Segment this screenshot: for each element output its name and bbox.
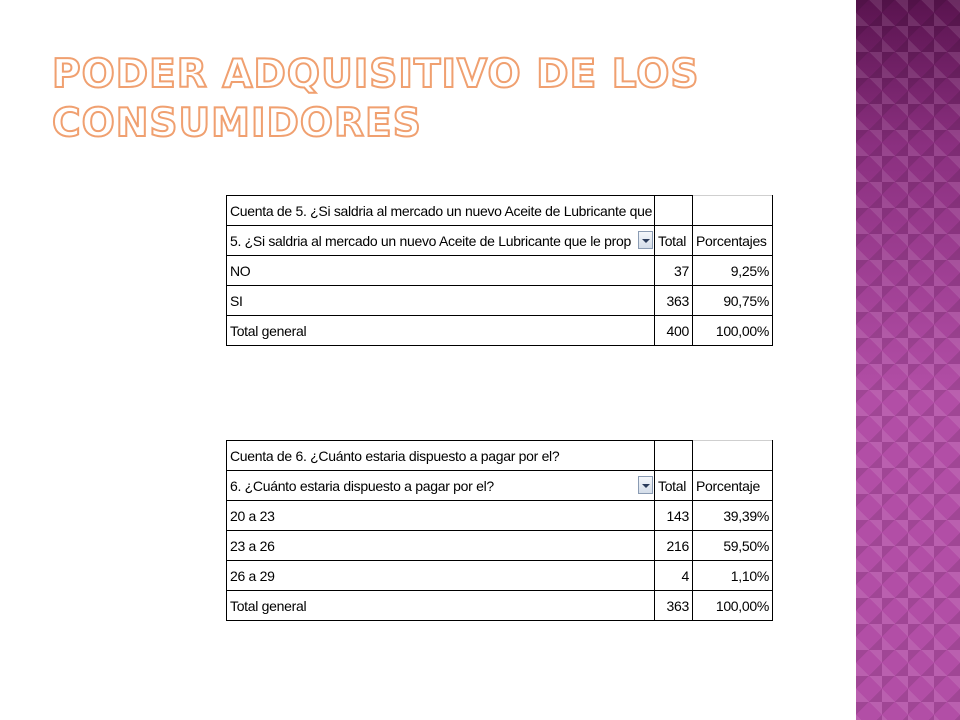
table-row: NO 37 9,25% — [226, 255, 773, 286]
row-percent: 100,00% — [692, 315, 773, 346]
row-label: SI — [226, 285, 655, 316]
pivot-header-blank — [654, 195, 693, 226]
table-row-grand-total: Total general 400 100,00% — [226, 315, 773, 346]
table-row: 20 a 23 143 39,39% — [226, 500, 773, 531]
pivot-header-blank — [692, 440, 773, 471]
table-row-grand-total: Total general 363 100,00% — [226, 590, 773, 621]
pivot-header-blank — [692, 195, 773, 226]
row-percent: 90,75% — [692, 285, 773, 316]
pivot-header-row: Cuenta de 5. ¿Si saldria al mercado un n… — [226, 195, 773, 226]
row-label: 20 a 23 — [226, 500, 655, 531]
pivot-table-price: Cuenta de 6. ¿Cuánto estaria dispuesto a… — [226, 440, 773, 621]
pivot-count-header: Cuenta de 6. ¿Cuánto estaria dispuesto a… — [226, 440, 655, 471]
row-total: 400 — [654, 315, 693, 346]
filter-dropdown-icon[interactable] — [638, 476, 653, 494]
decorative-side-band — [856, 0, 960, 720]
pivot-header-row: Cuenta de 6. ¿Cuánto estaria dispuesto a… — [226, 440, 773, 471]
row-label: Total general — [226, 590, 655, 621]
row-label: 23 a 26 — [226, 530, 655, 561]
row-label: Total general — [226, 315, 655, 346]
pivot-row-field[interactable]: 5. ¿Si saldria al mercado un nuevo Aceit… — [226, 225, 655, 256]
row-total: 37 — [654, 255, 693, 286]
table-row: 26 a 29 4 1,10% — [226, 560, 773, 591]
row-total: 216 — [654, 530, 693, 561]
row-label: 26 a 29 — [226, 560, 655, 591]
pivot-count-header: Cuenta de 5. ¿Si saldria al mercado un n… — [226, 195, 655, 226]
pivot-field-row: 5. ¿Si saldria al mercado un nuevo Aceit… — [226, 225, 773, 256]
column-header-total: Total — [654, 470, 693, 501]
column-header-percent: Porcentajes — [692, 225, 773, 256]
slide-title-line-2: CONSUMIDORES — [51, 100, 422, 147]
pivot-row-field-label: 6. ¿Cuánto estaria dispuesto a pagar por… — [230, 477, 494, 494]
row-percent: 9,25% — [692, 255, 773, 286]
slide-title-line-1: PODER ADQUISITIVO DE LOS — [51, 51, 700, 98]
slide-title: PODER ADQUISITIVO DE LOS CONSUMIDORES — [51, 50, 832, 148]
row-percent: 100,00% — [692, 590, 773, 621]
column-header-total: Total — [654, 225, 693, 256]
row-total: 143 — [654, 500, 693, 531]
table-row: SI 363 90,75% — [226, 285, 773, 316]
pivot-row-field-label: 5. ¿Si saldria al mercado un nuevo Aceit… — [230, 232, 631, 249]
row-total: 363 — [654, 590, 693, 621]
filter-dropdown-icon[interactable] — [638, 231, 653, 249]
column-header-percent: Porcentaje — [692, 470, 773, 501]
pivot-row-field[interactable]: 6. ¿Cuánto estaria dispuesto a pagar por… — [226, 470, 655, 501]
row-percent: 59,50% — [692, 530, 773, 561]
row-percent: 39,39% — [692, 500, 773, 531]
pivot-header-blank — [654, 440, 693, 471]
row-total: 4 — [654, 560, 693, 591]
table-row: 23 a 26 216 59,50% — [226, 530, 773, 561]
row-percent: 1,10% — [692, 560, 773, 591]
pivot-field-row: 6. ¿Cuánto estaria dispuesto a pagar por… — [226, 470, 773, 501]
row-total: 363 — [654, 285, 693, 316]
pivot-table-new-oil: Cuenta de 5. ¿Si saldria al mercado un n… — [226, 195, 773, 346]
row-label: NO — [226, 255, 655, 286]
